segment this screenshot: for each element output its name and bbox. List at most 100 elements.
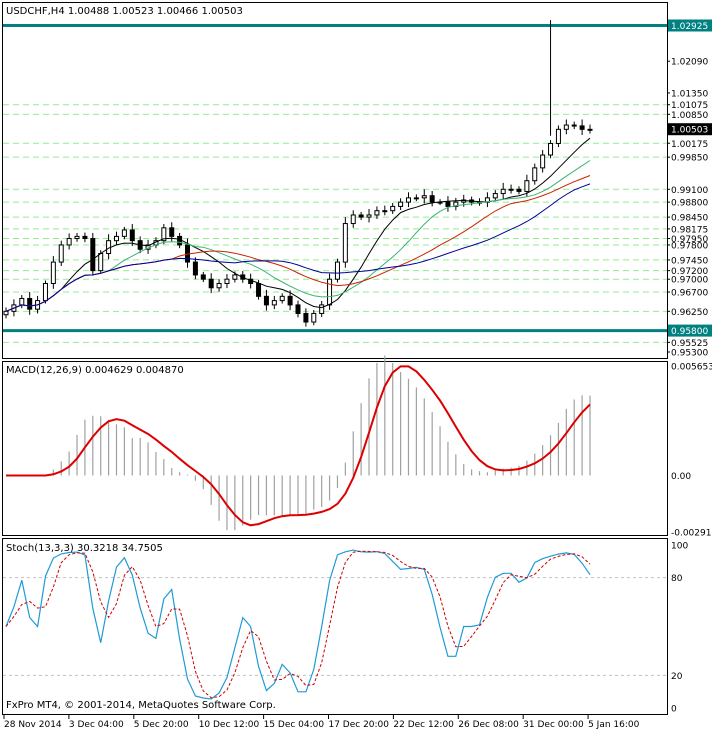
- price-scale-label: 0.97950: [671, 235, 708, 245]
- candle-body: [311, 312, 317, 323]
- x-axis-label: 15 Dec 04:00: [264, 720, 325, 730]
- candle-body: [319, 304, 325, 314]
- candle-body: [177, 235, 183, 246]
- price-scale-label: 0.98800: [671, 199, 708, 209]
- candle-body: [358, 214, 364, 218]
- price-panel-frame[interactable]: [2, 2, 668, 359]
- candle-body: [492, 193, 498, 199]
- stoch-panel-frame[interactable]: [2, 538, 668, 715]
- stoch-scale-label: 20: [671, 672, 683, 682]
- candle-body: [19, 297, 25, 306]
- candle-body: [516, 188, 522, 192]
- candle-body: [216, 282, 222, 289]
- macd-scale-label: 0.00: [671, 472, 691, 482]
- sr-price-badge: [668, 19, 712, 32]
- macd-scale-label: -0.002916: [671, 529, 712, 539]
- candle-body: [563, 124, 569, 130]
- candle-body: [445, 201, 451, 207]
- candle-body: [382, 210, 388, 213]
- sr-price-label: 1.02925: [671, 22, 708, 32]
- price-scale-label: 0.98175: [671, 225, 708, 235]
- current-price-label: 1.00503: [671, 126, 708, 136]
- stoch-label: Stoch(13,3,3) 30.3218 34.7505: [6, 543, 163, 554]
- price-scale-label: 1.00175: [671, 140, 708, 150]
- price-scale-label: 0.96250: [671, 308, 708, 318]
- macd-panel-frame[interactable]: [2, 361, 668, 536]
- price-scale-label: 0.97000: [671, 276, 708, 286]
- sr-price-label: 0.95800: [671, 327, 708, 337]
- x-axis-label: 17 Dec 20:00: [328, 720, 389, 730]
- candle-body: [58, 244, 64, 263]
- price-scale-label: 0.97450: [671, 256, 708, 266]
- stoch-signal-line: [5, 550, 591, 699]
- price-scale-label: 1.01350: [671, 89, 708, 99]
- candle-body: [66, 238, 72, 246]
- candle-body: [82, 235, 88, 240]
- candle-body: [366, 214, 372, 218]
- candle-body: [50, 261, 56, 284]
- current-price-badge: [668, 123, 712, 136]
- candle-body: [42, 282, 48, 302]
- candle-body: [453, 201, 459, 207]
- x-axis-label: 31 Dec 00:00: [523, 720, 584, 730]
- candle-body: [224, 278, 230, 284]
- candle-body: [200, 274, 206, 280]
- candle-body: [555, 128, 561, 144]
- candle-body: [27, 297, 33, 310]
- candle-body: [429, 195, 435, 203]
- candle-body: [413, 197, 419, 200]
- candle-body: [405, 197, 411, 203]
- candle-body: [421, 195, 427, 199]
- candle-body: [74, 235, 80, 240]
- price-scale-label: 1.02090: [671, 58, 708, 68]
- candle-body: [192, 261, 198, 276]
- candle-body: [571, 124, 577, 127]
- candle-body: [256, 282, 262, 297]
- stoch-main-line: [5, 549, 591, 700]
- candle-body: [279, 295, 285, 302]
- x-axis-label: 5 Dec 20:00: [134, 720, 189, 730]
- price-scale-label: 0.98450: [671, 214, 708, 224]
- candle-body: [161, 227, 167, 242]
- candle-body: [342, 223, 348, 263]
- candle-body: [327, 278, 333, 306]
- candle-body: [113, 235, 119, 242]
- candle-body: [508, 188, 514, 191]
- price-scale-label: 0.97800: [671, 241, 708, 251]
- candle-body: [500, 188, 506, 195]
- candle-body: [540, 154, 546, 169]
- candle-body: [579, 125, 585, 130]
- price-scale-label: 1.00850: [671, 111, 708, 121]
- x-axis-label: 22 Dec 12:00: [393, 720, 454, 730]
- stoch-scale-label: 0: [671, 705, 677, 715]
- stoch-scale-label: 100: [671, 542, 688, 552]
- candle-body: [334, 261, 340, 280]
- candle-body: [90, 238, 96, 272]
- candle-body: [232, 274, 238, 280]
- candle-body: [263, 295, 269, 306]
- candle-body: [548, 142, 554, 156]
- macd-scale-label: 0.005653: [671, 363, 712, 373]
- price-scale-label: 0.97200: [671, 267, 708, 277]
- stoch-scale-label: 80: [671, 574, 683, 584]
- x-axis-label: 28 Nov 2014: [4, 720, 62, 730]
- candle-body: [303, 312, 309, 323]
- candle-body: [287, 295, 293, 306]
- x-axis-label: 26 Dec 08:00: [458, 720, 519, 730]
- x-axis-label: 3 Dec 04:00: [69, 720, 124, 730]
- candle-body: [295, 304, 301, 314]
- sma-long-line: [5, 183, 591, 312]
- candle-body: [3, 310, 9, 316]
- sr-price-badge: [668, 324, 712, 337]
- candle-body: [271, 300, 277, 306]
- price-scale-label: 0.99850: [671, 154, 708, 164]
- macd-signal-line: [6, 365, 591, 527]
- macd-layer: [6, 355, 591, 531]
- candle-body: [524, 180, 530, 192]
- candle-body: [98, 253, 104, 272]
- price-scale-label: 1.01075: [671, 101, 708, 111]
- candle-body: [374, 210, 380, 216]
- candle-body: [587, 128, 593, 131]
